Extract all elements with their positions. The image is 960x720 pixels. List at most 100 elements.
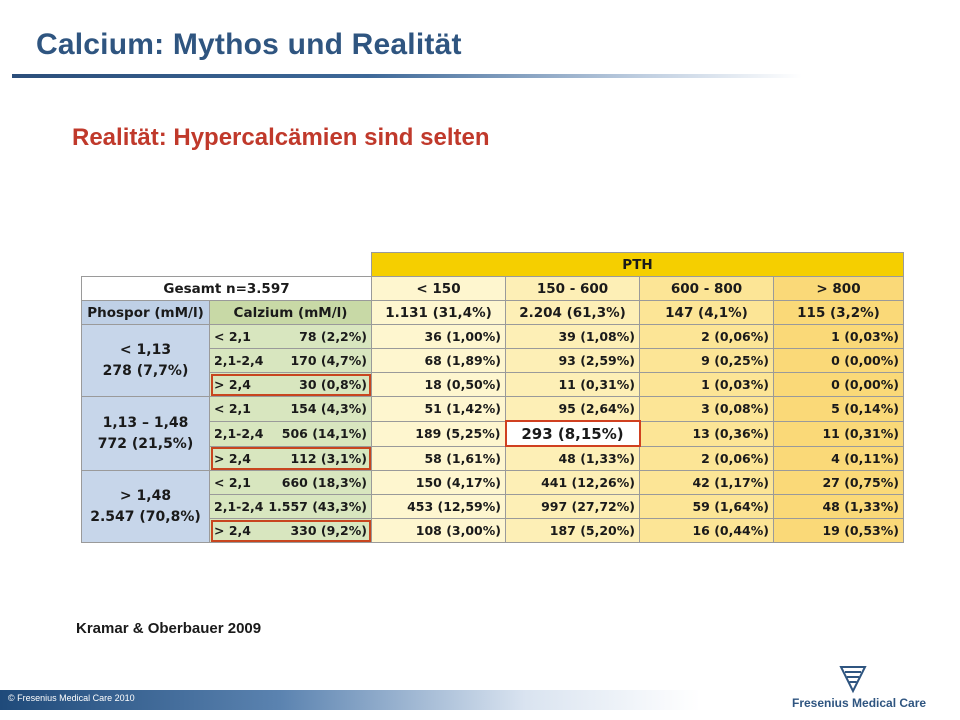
table-cell: 48 (1,33%): [505, 445, 640, 471]
title-underline: [12, 74, 802, 78]
table-cell: 11 (0,31%): [505, 372, 640, 397]
calcium-cell: < 2,1 660 (18,3%): [209, 470, 372, 495]
pth-total: 115 (3,2%): [773, 300, 904, 325]
slide-subtitle: Realität: Hypercalcämien sind selten: [72, 124, 490, 151]
phosphor-count: 772 (21,5%): [97, 435, 194, 452]
table-cell: 36 (1,00%): [371, 324, 506, 349]
calcium-count: 1.557 (43,3%): [268, 499, 367, 514]
calcium-range: > 2,4: [214, 523, 251, 538]
calcium-range: > 2,4: [214, 377, 251, 392]
calcium-range: 2,1-2,4: [214, 353, 264, 368]
phosphor-header: Phospor (mM/l): [81, 300, 210, 325]
pth-column-header: 600 - 800: [639, 276, 774, 301]
table-cell: 0 (0,00%): [773, 372, 904, 397]
pth-total: 1.131 (31,4%): [371, 300, 506, 325]
calcium-range: 2,1-2,4: [214, 499, 264, 514]
calcium-count: 78 (2,2%): [299, 329, 367, 344]
table-cell: 4 (0,11%): [773, 445, 904, 471]
calcium-header: Calzium (mM/l): [209, 300, 372, 325]
table-cell: 42 (1,17%): [639, 470, 774, 495]
calcium-count: 660 (18,3%): [281, 475, 367, 490]
table-header-row-columns: Gesamt n=3.597 < 150 150 - 600 600 - 800…: [81, 276, 904, 301]
calcium-cell-highlighted: > 2,4 112 (3,1%): [209, 445, 372, 471]
table-cell-highlighted: 293 (8,15%): [504, 420, 641, 447]
table-cell: 68 (1,89%): [371, 348, 506, 373]
table-cell: 187 (5,20%): [505, 518, 640, 543]
table-cell: 9 (0,25%): [639, 348, 774, 373]
pth-column-header: 150 - 600: [505, 276, 640, 301]
phosphor-count: 278 (7,7%): [102, 362, 189, 379]
table-header-row-pth: PTH: [82, 252, 904, 277]
pth-calcium-table-container: PTH Gesamt n=3.597 < 150 150 - 600 600 -…: [81, 252, 904, 543]
phosphor-range: < 1,13: [119, 341, 172, 358]
table-cell: 441 (12,26%): [505, 470, 640, 495]
footer-bar: © Fresenius Medical Care 2010: [0, 690, 700, 710]
pth-total: 147 (4,1%): [639, 300, 774, 325]
table-row: > 1,48 2.547 (70,8%) < 2,1 660 (18,3%) 15…: [81, 470, 904, 543]
calcium-cell: < 2,1 154 (4,3%): [209, 396, 372, 422]
table-cell: 108 (3,00%): [371, 518, 506, 543]
phosphor-range: > 1,48: [119, 487, 172, 504]
empty-corner: [82, 253, 372, 277]
phosphor-group-cell: < 1,13 278 (7,7%): [81, 324, 210, 397]
table-cell: 1 (0,03%): [773, 324, 904, 349]
calcium-range: < 2,1: [214, 329, 251, 344]
table-cell: 19 (0,53%): [773, 518, 904, 543]
table-cell: 189 (5,25%): [371, 420, 506, 447]
calcium-count: 506 (14,1%): [281, 426, 367, 441]
table-cell: 2 (0,06%): [639, 445, 774, 471]
table-cell: 27 (0,75%): [773, 470, 904, 495]
pth-calcium-table: PTH Gesamt n=3.597 < 150 150 - 600 600 -…: [81, 252, 904, 543]
calcium-count: 170 (4,7%): [290, 353, 367, 368]
table-cell: 5 (0,14%): [773, 396, 904, 422]
table-cell: 48 (1,33%): [773, 494, 904, 519]
table-cell: 453 (12,59%): [371, 494, 506, 519]
table-row: 1,13 – 1,48 772 (21,5%) < 2,1 154 (4,3%) …: [81, 396, 904, 471]
table-row: < 1,13 278 (7,7%) < 2,1 78 (2,2%) 36 (1,0…: [81, 324, 904, 397]
table-row: 2,1-2,4 1.557 (43,3%) 453 (12,59%) 997 (2…: [82, 494, 904, 519]
calcium-cell: < 2,1 78 (2,2%): [209, 324, 372, 349]
table-cell: 2 (0,06%): [639, 324, 774, 349]
calcium-range: > 2,4: [214, 450, 251, 466]
fresenius-logo-icon: [839, 666, 867, 694]
phosphor-count: 2.547 (70,8%): [90, 508, 201, 525]
total-label: Gesamt n=3.597: [81, 276, 372, 301]
calcium-cell: 2,1-2,4 170 (4,7%): [209, 348, 372, 373]
table-header-row-totals: Phospor (mM/l) Calzium (mM/l) 1.131 (31,…: [81, 300, 904, 325]
table-cell: 39 (1,08%): [505, 324, 640, 349]
calcium-count: 112 (3,1%): [290, 450, 367, 466]
table-cell: 16 (0,44%): [639, 518, 774, 543]
calcium-count: 154 (4,3%): [290, 401, 367, 417]
pth-total: 2.204 (61,3%): [505, 300, 640, 325]
table-cell: 59 (1,64%): [639, 494, 774, 519]
logo-wordmark: Fresenius Medical Care: [792, 696, 927, 710]
phosphor-group-cell: > 1,48 2.547 (70,8%): [81, 470, 210, 543]
calcium-range: 2,1-2,4: [214, 426, 264, 441]
table-cell: 11 (0,31%): [773, 420, 904, 447]
calcium-cell: 2,1-2,4 1.557 (43,3%): [209, 494, 372, 519]
table-cell: 13 (0,36%): [639, 420, 774, 447]
pth-column-header: < 150: [371, 276, 506, 301]
table-cell: 1 (0,03%): [639, 372, 774, 397]
calcium-range: < 2,1: [214, 401, 251, 417]
table-cell: 51 (1,42%): [371, 396, 506, 422]
pth-header: PTH: [371, 252, 904, 277]
table-row: > 2,4 112 (3,1%) 58 (1,61%) 48 (1,33%) 2 …: [82, 445, 904, 471]
copyright-text: © Fresenius Medical Care 2010: [8, 693, 135, 703]
table-cell: 0 (0,00%): [773, 348, 904, 373]
phosphor-group-cell: 1,13 – 1,48 772 (21,5%): [81, 396, 210, 471]
table-cell: 18 (0,50%): [371, 372, 506, 397]
table-cell: 95 (2,64%): [505, 396, 640, 422]
calcium-count: 330 (9,2%): [290, 523, 367, 538]
table-cell: 3 (0,08%): [639, 396, 774, 422]
calcium-range: < 2,1: [214, 475, 251, 490]
table-cell: 58 (1,61%): [371, 445, 506, 471]
table-row: 2,1-2,4 170 (4,7%) 68 (1,89%) 93 (2,59%) …: [82, 348, 904, 373]
calcium-cell-highlighted: > 2,4 30 (0,8%): [209, 372, 372, 397]
calcium-count: 30 (0,8%): [299, 377, 367, 392]
citation: Kramar & Oberbauer 2009: [76, 620, 262, 637]
table-row: > 2,4 330 (9,2%) 108 (3,00%) 187 (5,20%) …: [82, 518, 904, 543]
table-cell: 997 (27,72%): [505, 494, 640, 519]
calcium-cell: 2,1-2,4 506 (14,1%): [209, 420, 372, 447]
table-cell: 93 (2,59%): [505, 348, 640, 373]
